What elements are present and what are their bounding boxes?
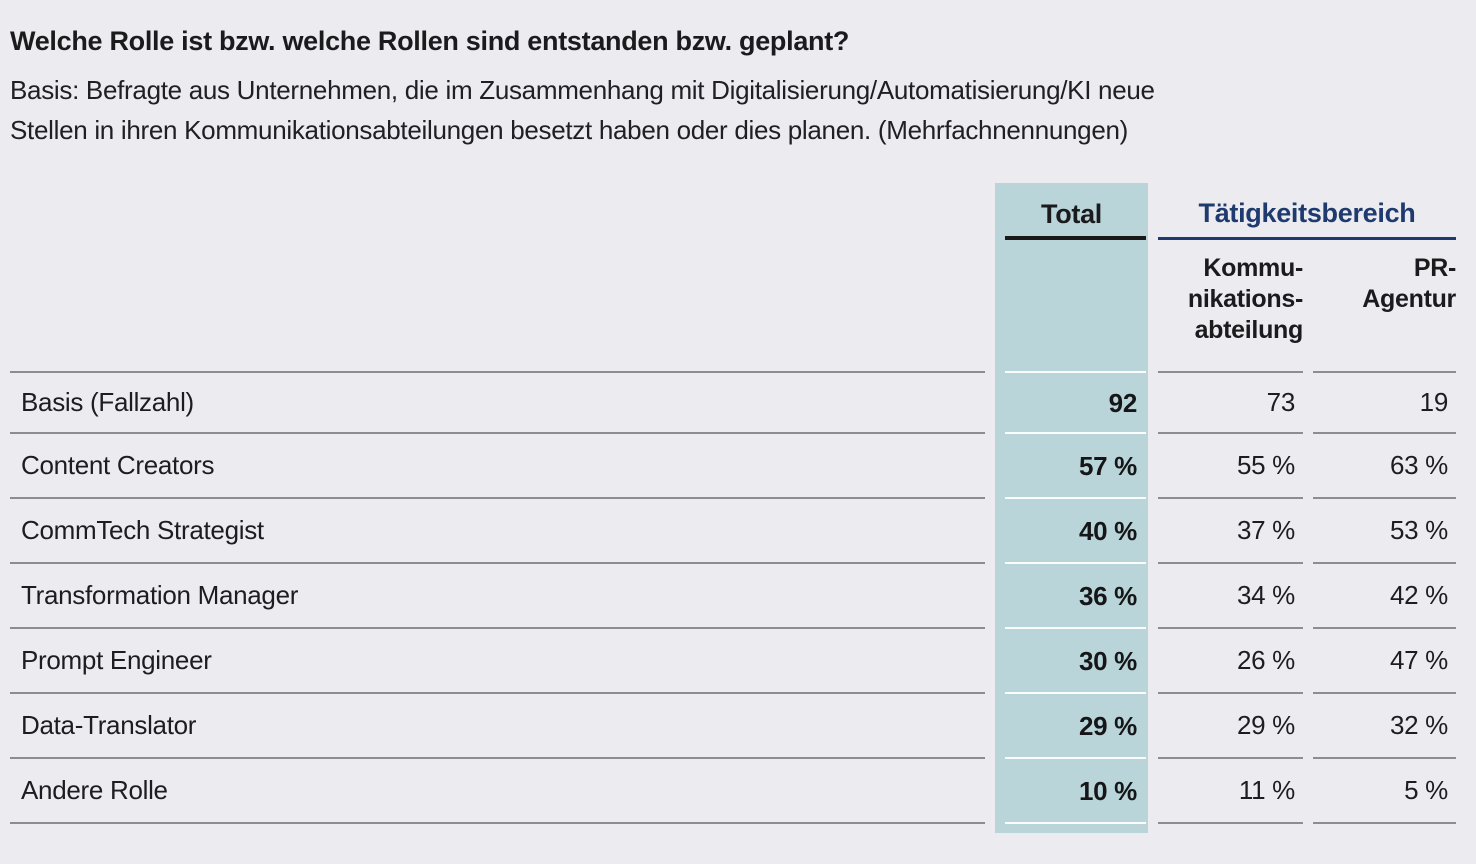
question-title: Welche Rolle ist bzw. welche Rollen sind…	[10, 26, 850, 56]
column-header-total: Total	[995, 183, 1148, 240]
total-value: 10 %	[995, 759, 1148, 824]
total-column-tail	[995, 824, 1148, 833]
pr-agentur-value: 42 %	[1313, 564, 1456, 629]
row-label: Andere Rolle	[10, 759, 985, 824]
header-spacer	[10, 240, 985, 373]
column-header-kommunikationsabteilung: Kommu- nikations- abteilung	[1158, 240, 1303, 373]
row-label: Basis (Fallzahl)	[10, 373, 985, 434]
total-value: 36 %	[995, 564, 1148, 629]
total-column-spacer	[995, 240, 1148, 373]
total-value: 57 %	[995, 434, 1148, 499]
total-value: 92	[995, 373, 1148, 434]
row-label: Prompt Engineer	[10, 629, 985, 694]
basis-note-line-2: Stellen in ihren Kommunikationsabteilung…	[10, 115, 1129, 145]
total-value: 30 %	[995, 629, 1148, 694]
row-label: Data-Translator	[10, 694, 985, 759]
pr-agentur-value: 19	[1313, 373, 1456, 434]
pr-agentur-value: 5 %	[1313, 759, 1456, 824]
row-label: Transformation Manager	[10, 564, 985, 629]
row-label: Content Creators	[10, 434, 985, 499]
header-spacer	[10, 183, 985, 240]
total-value: 29 %	[995, 694, 1148, 759]
pr-agentur-value: 53 %	[1313, 499, 1456, 564]
basis-note: Basis: Befragte aus Unternehmen, die im …	[10, 70, 1456, 150]
kommunikationsabteilung-value: 34 %	[1158, 564, 1303, 629]
pr-agentur-value: 32 %	[1313, 694, 1456, 759]
kommunikationsabteilung-value: 29 %	[1158, 694, 1303, 759]
column-group-header-taetigkeitsbereich: Tätigkeitsbereich	[1158, 183, 1456, 240]
kommunikationsabteilung-value: 11 %	[1158, 759, 1303, 824]
results-table: Total Tätigkeitsbereich Kommu- nikations…	[10, 183, 1456, 833]
kommunikationsabteilung-value: 26 %	[1158, 629, 1303, 694]
row-label: CommTech Strategist	[10, 499, 985, 564]
column-header-pr-agentur: PR- Agentur	[1313, 240, 1456, 373]
basis-note-line-1: Basis: Befragte aus Unternehmen, die im …	[10, 75, 1155, 105]
kommunikationsabteilung-value: 73	[1158, 373, 1303, 434]
total-value: 40 %	[995, 499, 1148, 564]
kommunikationsabteilung-value: 37 %	[1158, 499, 1303, 564]
kommunikationsabteilung-value: 55 %	[1158, 434, 1303, 499]
pr-agentur-value: 63 %	[1313, 434, 1456, 499]
pr-agentur-value: 47 %	[1313, 629, 1456, 694]
